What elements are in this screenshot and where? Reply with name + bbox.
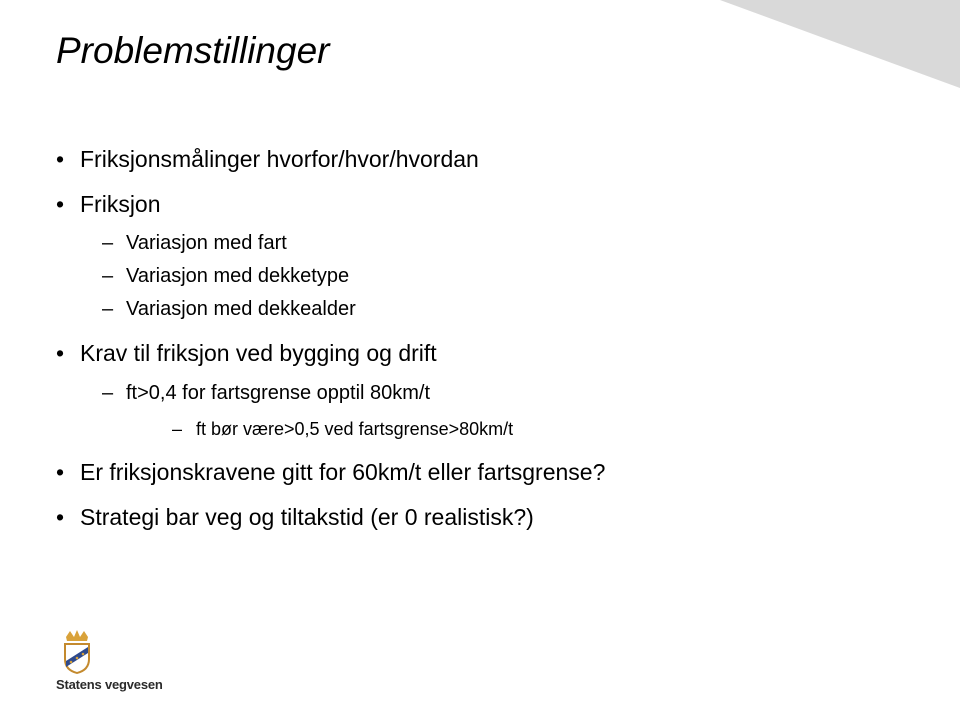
bullet-2-sub-1: Variasjon med fart — [80, 227, 900, 260]
corner-decor — [720, 0, 960, 88]
bullet-2: Friksjon Variasjon med fart Variasjon me… — [56, 187, 900, 327]
bullet-2-sub-1-text: Variasjon med fart — [126, 232, 287, 254]
bullet-4: Er friksjonskravene gitt for 60km/t elle… — [56, 455, 900, 490]
slide: Problemstillinger Friksjonsmålinger hvor… — [0, 0, 960, 720]
bullet-2-sub-3-text: Variasjon med dekkealder — [126, 298, 356, 320]
bullet-4-text: Er friksjonskravene gitt for 60km/t elle… — [80, 459, 605, 485]
bullet-5-text: Strategi bar veg og tiltakstid (er 0 rea… — [80, 504, 534, 530]
bullet-3-sub-1-sub-1: ft bør være>0,5 ved fartsgrense>80km/t — [126, 414, 900, 446]
bullet-2-sub-2-text: Variasjon med dekketype — [126, 265, 349, 287]
bullet-2-sub-3: Variasjon med dekkealder — [80, 293, 900, 326]
bullet-3-sub-1-text: ft>0,4 for fartsgrense opptil 80km/t — [126, 382, 430, 404]
bullet-1: Friksjonsmålinger hvorfor/hvor/hvordan — [56, 142, 900, 177]
crest-icon — [56, 629, 98, 675]
bullet-3: Krav til friksjon ved bygging og drift f… — [56, 336, 900, 445]
bullet-2-sub-2: Variasjon med dekketype — [80, 260, 900, 293]
logo-text: Statens vegvesen — [56, 677, 163, 692]
slide-title: Problemstillinger — [56, 30, 330, 72]
bullet-1-text: Friksjonsmålinger hvorfor/hvor/hvordan — [80, 146, 479, 172]
footer-logo: Statens vegvesen — [56, 629, 163, 692]
slide-content: Friksjonsmålinger hvorfor/hvor/hvordan F… — [56, 142, 900, 544]
bullet-3-sub-1-sub-1-text: ft bør være>0,5 ved fartsgrense>80km/t — [196, 419, 513, 439]
bullet-3-text: Krav til friksjon ved bygging og drift — [80, 340, 437, 366]
bullet-5: Strategi bar veg og tiltakstid (er 0 rea… — [56, 500, 900, 535]
bullet-2-text: Friksjon — [80, 191, 161, 217]
bullet-3-sub-1: ft>0,4 for fartsgrense opptil 80km/t ft … — [80, 377, 900, 446]
